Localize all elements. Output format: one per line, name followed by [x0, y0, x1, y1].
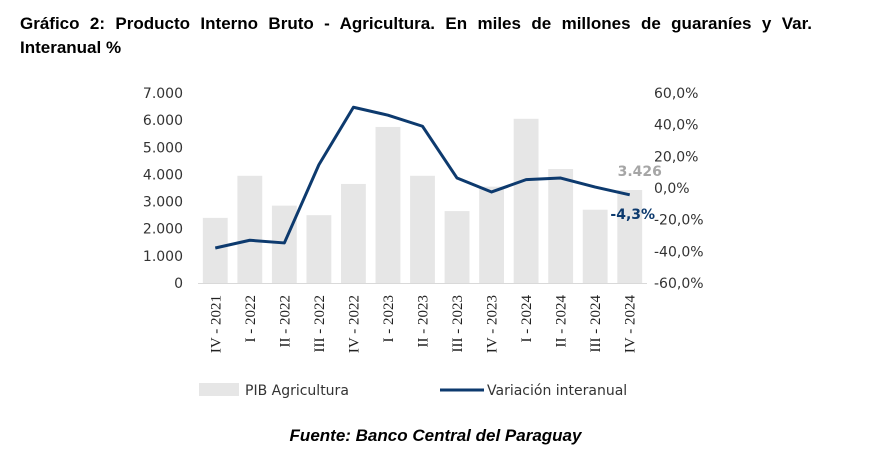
- x-tick-label: I - 2023: [381, 295, 397, 343]
- legend-bar-swatch: [199, 383, 239, 396]
- right-tick-label: 0,0%: [654, 181, 690, 197]
- bar: [306, 215, 332, 283]
- x-tick-label: III - 2024: [588, 295, 604, 353]
- left-tick-label: 7.000: [143, 86, 183, 102]
- x-tick-label: II - 2023: [416, 295, 432, 348]
- x-tick-label: II - 2022: [277, 295, 293, 348]
- right-tick-label: 20,0%: [654, 149, 698, 165]
- right-tick-label: -40,0%: [654, 244, 704, 260]
- bar: [202, 217, 228, 283]
- x-tick-label: I - 2024: [519, 295, 535, 343]
- line-data-label: -4,3%: [610, 207, 655, 223]
- right-tick-label: -20,0%: [654, 213, 704, 229]
- left-tick-label: 0: [174, 276, 183, 292]
- bar: [479, 186, 505, 283]
- bar: [340, 183, 366, 283]
- x-tick-label: IV - 2023: [485, 295, 501, 353]
- bar: [444, 211, 470, 283]
- bar-data-label: 3.426: [618, 164, 662, 180]
- x-tick-label: III - 2023: [450, 295, 466, 352]
- bar: [513, 118, 539, 284]
- x-tick-label: IV - 2021: [208, 295, 224, 353]
- right-tick-label: 40,0%: [654, 118, 698, 134]
- bar: [582, 209, 608, 283]
- right-tick-label: -60,0%: [654, 276, 704, 292]
- legend-bar-label: PIB Agricultura: [245, 383, 349, 399]
- x-tick-label: IV - 2022: [346, 295, 362, 353]
- legend-line-label: Variación interanual: [487, 383, 627, 399]
- right-tick-label: 60,0%: [654, 86, 698, 102]
- bar: [237, 175, 263, 283]
- bar: [375, 126, 401, 283]
- bar: [410, 175, 435, 283]
- x-tick-label: II - 2024: [554, 295, 570, 348]
- left-tick-label: 1.000: [143, 249, 183, 265]
- left-tick-label: 2.000: [143, 222, 183, 238]
- chart-title: Gráfico 2: Producto Interno Bruto - Agri…: [20, 14, 812, 57]
- source-note: Fuente: Banco Central del Paraguay: [289, 426, 582, 445]
- bar: [548, 169, 574, 283]
- x-tick-label: I - 2022: [243, 295, 259, 343]
- left-tick-label: 5.000: [143, 140, 183, 156]
- left-tick-label: 6.000: [143, 113, 183, 129]
- x-tick-label: IV - 2024: [623, 295, 639, 354]
- left-tick-label: 4.000: [143, 167, 183, 183]
- x-tick-label: III - 2022: [312, 295, 328, 352]
- left-tick-label: 3.000: [143, 195, 183, 211]
- bar: [617, 190, 643, 283]
